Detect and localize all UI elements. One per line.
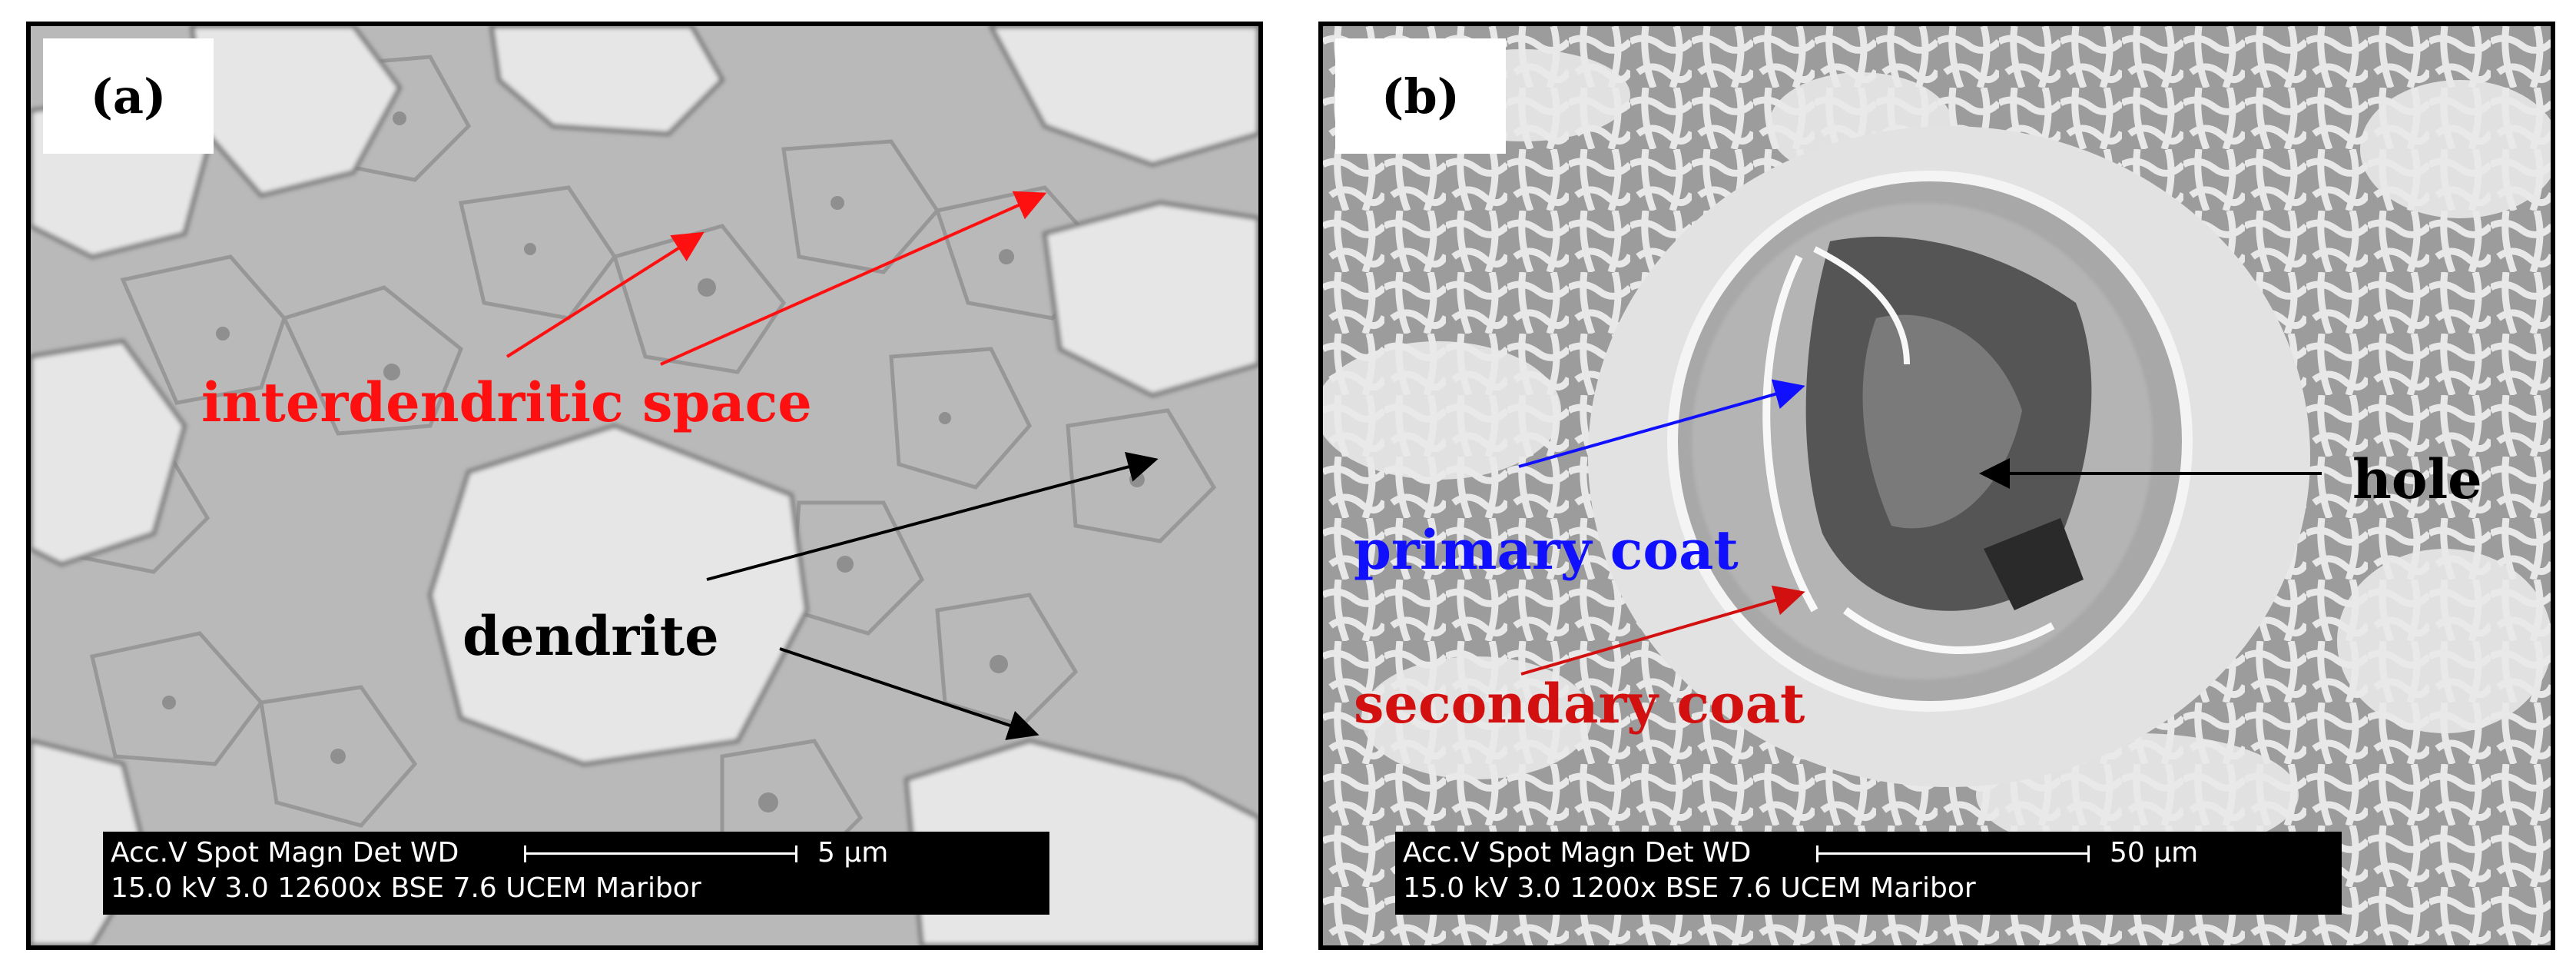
label-secondary-coat: secondary coat	[1354, 672, 1805, 736]
scale-bar-b	[1816, 845, 2090, 862]
label-interdendritic-space: interdendritic space	[201, 370, 812, 434]
label-dendrite: dendrite	[462, 604, 719, 668]
panel-label-b: (b)	[1335, 38, 1506, 154]
scale-label-b: 50 µm	[2110, 837, 2199, 869]
scale-label-a: 5 µm	[817, 837, 889, 869]
databar-header-a: Acc.V Spot Magn Det WD	[111, 837, 459, 869]
micrograph-panel-b: (b) hole primary coat secondary coat Acc…	[1318, 22, 2555, 950]
micrograph-panel-a: (a) interdendritic space dendrite Acc.V …	[26, 22, 1263, 950]
panel-label-a: (a)	[43, 38, 214, 154]
label-primary-coat: primary coat	[1354, 518, 1739, 582]
databar-header-b: Acc.V Spot Magn Det WD	[1403, 837, 1752, 869]
sem-image-a	[31, 26, 1258, 945]
databar-values-b: 15.0 kV 3.0 1200x BSE 7.6 UCEM Maribor	[1403, 872, 1976, 904]
label-hole: hole	[2352, 447, 2482, 511]
sem-databar-b: Acc.V Spot Magn Det WD 15.0 kV 3.0 1200x…	[1395, 832, 2342, 915]
scale-bar-a	[524, 845, 797, 862]
databar-values-a: 15.0 kV 3.0 12600x BSE 7.6 UCEM Maribor	[111, 872, 701, 904]
sem-databar-a: Acc.V Spot Magn Det WD 15.0 kV 3.0 12600…	[103, 832, 1049, 915]
